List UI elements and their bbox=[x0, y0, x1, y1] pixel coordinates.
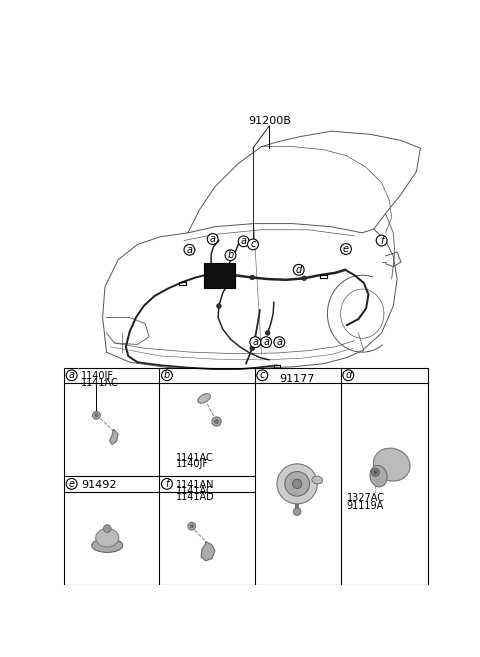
Text: 1141AN: 1141AN bbox=[176, 480, 215, 490]
Text: a: a bbox=[240, 237, 247, 246]
Circle shape bbox=[340, 244, 351, 254]
Circle shape bbox=[277, 464, 317, 504]
Text: 91200B: 91200B bbox=[248, 116, 291, 126]
Circle shape bbox=[190, 525, 193, 528]
Text: d: d bbox=[345, 371, 351, 380]
Text: f: f bbox=[380, 236, 384, 246]
Text: 1140JF: 1140JF bbox=[176, 459, 209, 469]
Circle shape bbox=[212, 417, 221, 426]
Text: 91119A: 91119A bbox=[347, 501, 384, 510]
Circle shape bbox=[376, 235, 387, 246]
Text: 91492: 91492 bbox=[81, 480, 117, 490]
Text: b: b bbox=[164, 371, 170, 380]
Ellipse shape bbox=[312, 476, 323, 484]
Text: c: c bbox=[250, 239, 256, 250]
Circle shape bbox=[248, 239, 258, 250]
Circle shape bbox=[184, 244, 195, 255]
Text: 91177: 91177 bbox=[279, 374, 315, 384]
Text: a: a bbox=[186, 245, 192, 255]
Circle shape bbox=[343, 370, 354, 380]
Circle shape bbox=[162, 478, 172, 489]
Polygon shape bbox=[201, 541, 215, 561]
Circle shape bbox=[261, 337, 272, 348]
Circle shape bbox=[207, 234, 218, 244]
Text: a: a bbox=[276, 337, 282, 347]
Circle shape bbox=[66, 370, 77, 380]
Ellipse shape bbox=[198, 394, 211, 403]
Ellipse shape bbox=[370, 465, 387, 487]
Circle shape bbox=[162, 370, 172, 380]
Circle shape bbox=[66, 478, 77, 489]
Circle shape bbox=[265, 330, 270, 335]
Circle shape bbox=[93, 411, 100, 419]
Circle shape bbox=[372, 468, 379, 476]
Circle shape bbox=[95, 414, 98, 417]
Text: 1141AC: 1141AC bbox=[176, 486, 214, 496]
Text: e: e bbox=[343, 244, 349, 254]
Circle shape bbox=[250, 275, 254, 280]
Text: f: f bbox=[165, 479, 168, 489]
Circle shape bbox=[103, 525, 111, 532]
Text: d: d bbox=[296, 265, 302, 275]
Text: 1140JF: 1140JF bbox=[81, 371, 114, 382]
Bar bbox=[64, 367, 428, 585]
Ellipse shape bbox=[96, 528, 119, 547]
Circle shape bbox=[292, 479, 302, 489]
FancyBboxPatch shape bbox=[204, 263, 235, 288]
Text: 1141AD: 1141AD bbox=[176, 492, 215, 503]
Ellipse shape bbox=[373, 448, 410, 481]
Circle shape bbox=[293, 264, 304, 275]
Text: 1141AC: 1141AC bbox=[81, 378, 119, 388]
Circle shape bbox=[250, 346, 254, 351]
Circle shape bbox=[293, 508, 301, 516]
Polygon shape bbox=[109, 429, 118, 445]
Circle shape bbox=[302, 276, 306, 281]
Text: a: a bbox=[252, 337, 258, 347]
Circle shape bbox=[225, 250, 236, 261]
Text: 1141AC: 1141AC bbox=[176, 453, 214, 463]
Text: c: c bbox=[260, 371, 265, 380]
Circle shape bbox=[188, 522, 196, 530]
Circle shape bbox=[250, 337, 261, 348]
Circle shape bbox=[257, 370, 268, 380]
Text: a: a bbox=[210, 234, 216, 244]
Circle shape bbox=[215, 420, 218, 423]
Circle shape bbox=[374, 471, 377, 474]
Ellipse shape bbox=[92, 539, 123, 553]
Text: a: a bbox=[69, 371, 74, 380]
Text: b: b bbox=[228, 250, 234, 260]
Circle shape bbox=[238, 236, 249, 246]
Text: a: a bbox=[263, 337, 269, 347]
Circle shape bbox=[274, 337, 285, 348]
Text: 1327AC: 1327AC bbox=[347, 493, 385, 503]
Circle shape bbox=[216, 304, 221, 308]
Circle shape bbox=[285, 472, 310, 496]
Text: e: e bbox=[69, 479, 74, 489]
